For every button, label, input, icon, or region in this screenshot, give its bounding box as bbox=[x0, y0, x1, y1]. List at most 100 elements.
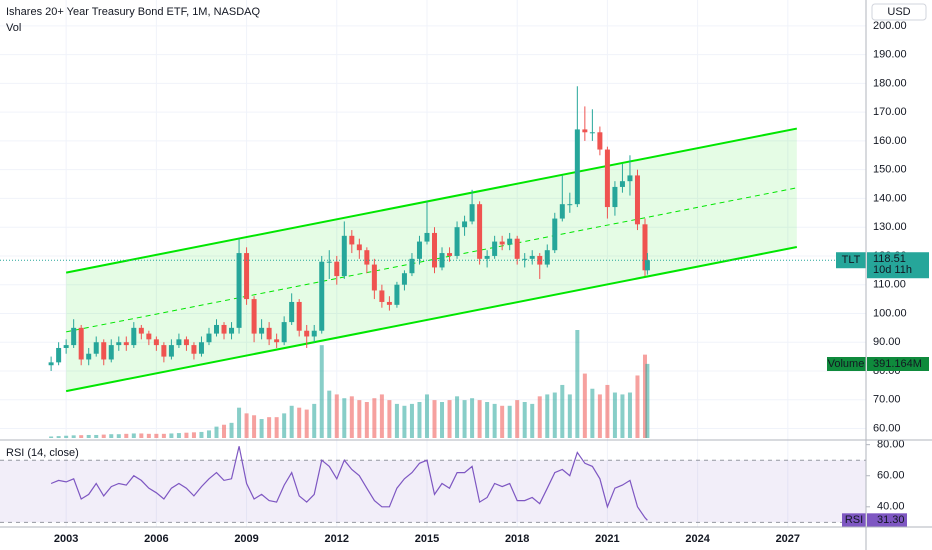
rsi-value-badge bbox=[867, 513, 907, 528]
channel-upper bbox=[65, 127, 798, 274]
candle-body bbox=[93, 342, 99, 354]
currency-button[interactable] bbox=[871, 3, 927, 21]
volume-bar bbox=[94, 434, 99, 438]
volume-bar bbox=[440, 402, 445, 438]
candle-body bbox=[214, 324, 219, 334]
x-tick-label: 2021 bbox=[595, 533, 619, 545]
channel-median bbox=[66, 187, 797, 333]
last-price-label: 118.51 bbox=[873, 253, 906, 265]
candle-body bbox=[101, 342, 107, 360]
candle-body bbox=[552, 218, 558, 251]
volume-bar bbox=[642, 354, 647, 438]
candle-body bbox=[642, 224, 648, 271]
candle-body bbox=[108, 345, 114, 360]
candle-body bbox=[161, 345, 167, 357]
candle-body bbox=[499, 241, 505, 245]
volume-bar bbox=[597, 394, 602, 438]
volume-bar bbox=[379, 394, 384, 438]
candle-body bbox=[644, 260, 650, 271]
candle-body bbox=[123, 342, 129, 346]
rsi-tick-label: 40.00 bbox=[877, 501, 905, 513]
rsi-value: 31.30 bbox=[877, 514, 905, 526]
volume-bar bbox=[530, 403, 535, 438]
candle-body bbox=[334, 261, 340, 277]
volume-bar bbox=[124, 433, 129, 438]
volume-bar bbox=[590, 388, 595, 438]
candle-body bbox=[627, 175, 633, 182]
volume-bar bbox=[477, 400, 482, 438]
volume-bar bbox=[49, 436, 54, 438]
candle-body bbox=[447, 253, 453, 256]
y-tick-label: 190.00 bbox=[873, 49, 907, 61]
candle-body bbox=[236, 253, 242, 328]
volume-bar bbox=[500, 405, 505, 438]
y-tick-label: 180.00 bbox=[873, 77, 907, 89]
volume-bar bbox=[176, 433, 181, 438]
candle-body bbox=[379, 290, 385, 302]
x-tick-label: 2006 bbox=[144, 533, 168, 545]
volume-bar bbox=[109, 434, 114, 438]
volume-bar bbox=[64, 435, 69, 438]
volume-bar bbox=[402, 405, 407, 438]
candle-body bbox=[589, 132, 595, 134]
y-tick-label: 140.00 bbox=[873, 192, 907, 204]
candle-body bbox=[71, 327, 77, 346]
candle-body bbox=[514, 238, 520, 259]
chart-title: Ishares 20+ Year Treasury Bond ETF, 1M, … bbox=[6, 6, 260, 18]
x-tick-label: 2012 bbox=[325, 533, 349, 545]
volume-bar bbox=[259, 419, 264, 438]
volume-name-badge bbox=[827, 357, 866, 371]
candle-body bbox=[56, 347, 62, 363]
candle-body bbox=[522, 258, 528, 260]
candle-body bbox=[319, 261, 325, 331]
candle-body bbox=[206, 333, 212, 343]
volume-bar bbox=[71, 435, 76, 438]
volume-bar bbox=[146, 433, 151, 438]
volume-bar bbox=[342, 398, 347, 438]
volume-bar bbox=[417, 402, 422, 438]
candle-body bbox=[416, 241, 422, 259]
volume-bar bbox=[327, 390, 332, 438]
volume-bar bbox=[612, 392, 617, 438]
volume-bar bbox=[139, 433, 144, 438]
candle-body bbox=[153, 339, 159, 346]
y-tick-label: 150.00 bbox=[873, 164, 907, 176]
y-tick-label: 90.00 bbox=[873, 336, 901, 348]
volume-bar bbox=[297, 407, 302, 438]
rsi-name: RSI bbox=[845, 514, 863, 526]
rsi-band bbox=[0, 460, 866, 523]
candle-body bbox=[454, 227, 460, 256]
x-tick-label: 2024 bbox=[685, 533, 710, 545]
y-tick-label: 110.00 bbox=[873, 279, 906, 291]
x-tick-label: 2015 bbox=[415, 533, 439, 545]
candle-body bbox=[244, 253, 250, 300]
candle-body bbox=[371, 264, 377, 291]
volume-value: 391.164M bbox=[873, 358, 922, 370]
candle-body bbox=[529, 255, 535, 259]
y-tick-label: 130.00 bbox=[873, 221, 907, 233]
candle-body bbox=[131, 327, 137, 346]
candle-body bbox=[567, 204, 573, 206]
x-tick-label: 2027 bbox=[776, 533, 800, 545]
candle-body bbox=[484, 255, 490, 259]
volume-bar bbox=[447, 400, 452, 438]
x-tick-label: 2018 bbox=[505, 533, 529, 545]
volume-bar bbox=[334, 394, 339, 438]
volume-bar bbox=[627, 392, 632, 438]
candle-body bbox=[634, 175, 640, 225]
volume-bar bbox=[515, 400, 520, 438]
candle-body bbox=[439, 253, 445, 268]
volume-bar bbox=[56, 436, 61, 438]
candle-body bbox=[274, 339, 280, 343]
candle-body bbox=[559, 204, 565, 219]
volume-bar bbox=[522, 402, 527, 438]
candle-body bbox=[304, 330, 310, 337]
volume-bar bbox=[552, 392, 557, 438]
candle-body bbox=[281, 322, 287, 343]
volume-bar bbox=[206, 430, 211, 438]
candle-body bbox=[138, 327, 144, 334]
candle-body bbox=[259, 327, 265, 334]
volume-bar bbox=[131, 433, 136, 438]
currency-label[interactable]: USD bbox=[887, 6, 910, 18]
candle-body bbox=[289, 301, 295, 323]
